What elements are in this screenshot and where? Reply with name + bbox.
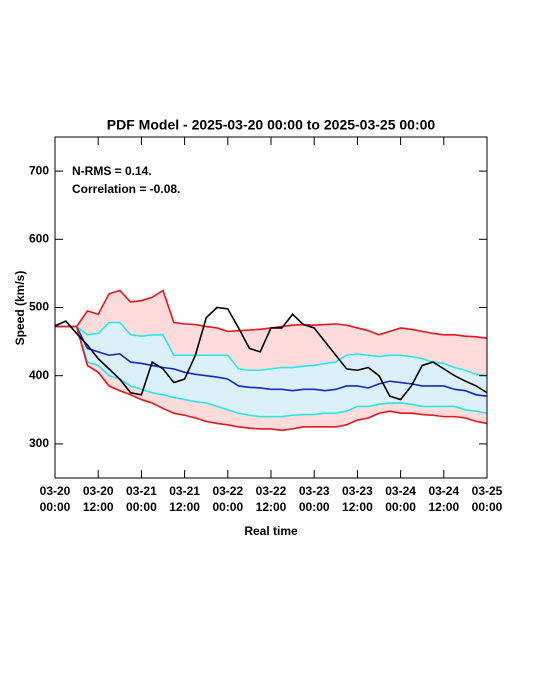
x-tick-label: 03-22 00:00 <box>212 484 243 514</box>
series-line <box>55 325 488 432</box>
annotation: N-RMS = 0.14. <box>72 164 152 178</box>
y-axis-label: Speed (km/s) <box>13 271 27 346</box>
x-tick-label: 03-21 00:00 <box>126 484 157 514</box>
x-tick-label: 03-24 00:00 <box>385 484 416 514</box>
series-line <box>55 325 488 418</box>
y-tick-label: 300 <box>29 436 49 450</box>
x-tick-label: 03-20 12:00 <box>83 484 114 514</box>
y-tick-label: 600 <box>29 231 49 245</box>
y-tick-label: 400 <box>29 368 49 382</box>
y-tick-label: 500 <box>29 300 49 314</box>
x-tick-label: 03-23 00:00 <box>299 484 330 514</box>
x-axis-label: Real time <box>244 524 298 538</box>
x-tick-label: 03-23 12:00 <box>342 484 373 514</box>
series-line <box>55 325 488 397</box>
chart-title: PDF Model - 2025-03-20 00:00 to 2025-03-… <box>107 117 436 133</box>
x-tick-label: 03-21 12:00 <box>169 484 200 514</box>
x-tick-label: 03-20 00:00 <box>40 484 71 514</box>
x-tick-label: 03-24 12:00 <box>428 484 459 514</box>
series-line <box>55 321 488 377</box>
series-line <box>54 306 488 401</box>
annotation: Correlation = -0.08. <box>72 182 180 196</box>
x-tick-label: 03-25 00:00 <box>472 484 503 514</box>
y-tick-label: 700 <box>29 163 49 177</box>
x-tick-label: 03-22 12:00 <box>256 484 287 514</box>
